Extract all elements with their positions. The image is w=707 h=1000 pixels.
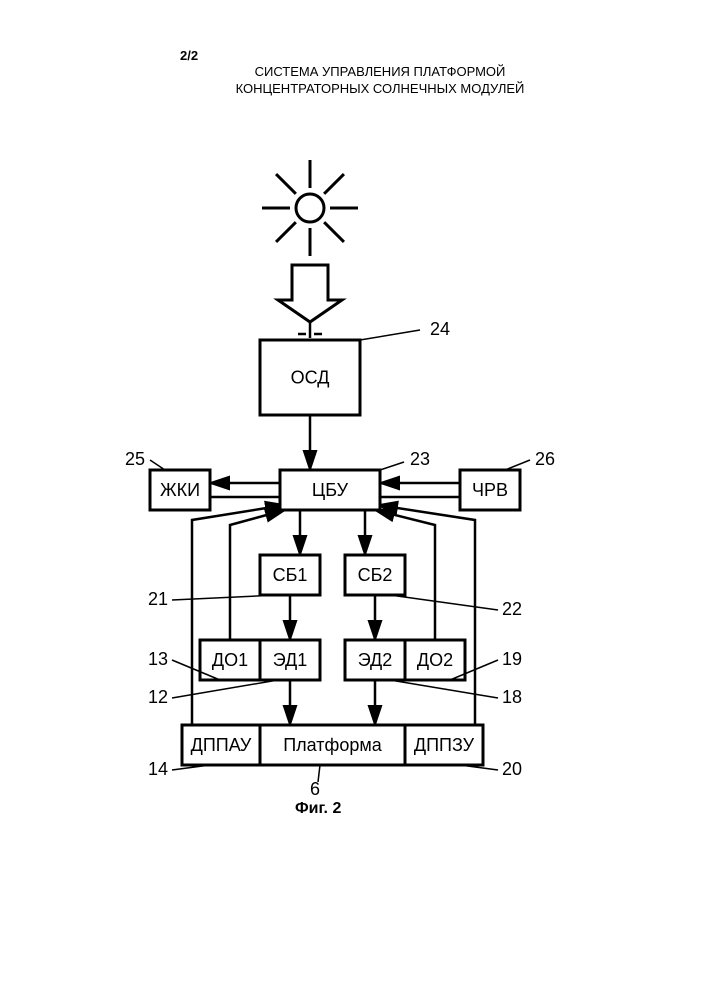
ref-osd: 24 [430, 319, 450, 339]
ref-sb1: 21 [148, 589, 168, 609]
node-label-dppzu: ДППЗУ [414, 735, 475, 755]
ref-ed1: 12 [148, 687, 168, 707]
node-label-jki: ЖКИ [160, 480, 200, 500]
node-label-platform: Платформа [283, 735, 383, 755]
ref-do2: 19 [502, 649, 522, 669]
node-label-ed1: ЭД1 [273, 650, 308, 670]
node-label-cby: ЦБУ [312, 480, 349, 500]
ref-chrv: 26 [535, 449, 555, 469]
ref-cby: 23 [410, 449, 430, 469]
figure-page: 2/2 СИСТЕМА УПРАВЛЕНИЯ ПЛАТФОРМОЙ КОНЦЕН… [0, 0, 707, 1000]
node-label-sb2: СБ2 [358, 565, 393, 585]
ref-do1: 13 [148, 649, 168, 669]
ref-platform: 6 [310, 779, 320, 799]
node-label-dppau: ДППАУ [191, 735, 252, 755]
ref-jki: 25 [125, 449, 145, 469]
diagram-svg: ОСД 24 ЦБУ 23 ЖКИ 25 ЧРВ 26 СБ1 21 СБ2 22 ДО1 13 ЭД1 12… [0, 0, 707, 1000]
node-label-chrv: ЧРВ [472, 480, 508, 500]
ref-sb2: 22 [502, 599, 522, 619]
node-label-sb1: СБ1 [273, 565, 308, 585]
ref-dppau: 14 [148, 759, 168, 779]
node-label-osd: ОСД [291, 367, 330, 387]
node-label-do1: ДО1 [212, 650, 248, 670]
figure-caption: Фиг. 2 [295, 800, 341, 818]
ref-dppzu: 20 [502, 759, 522, 779]
node-label-do2: ДО2 [417, 650, 453, 670]
node-label-ed2: ЭД2 [358, 650, 393, 670]
ref-ed2: 18 [502, 687, 522, 707]
